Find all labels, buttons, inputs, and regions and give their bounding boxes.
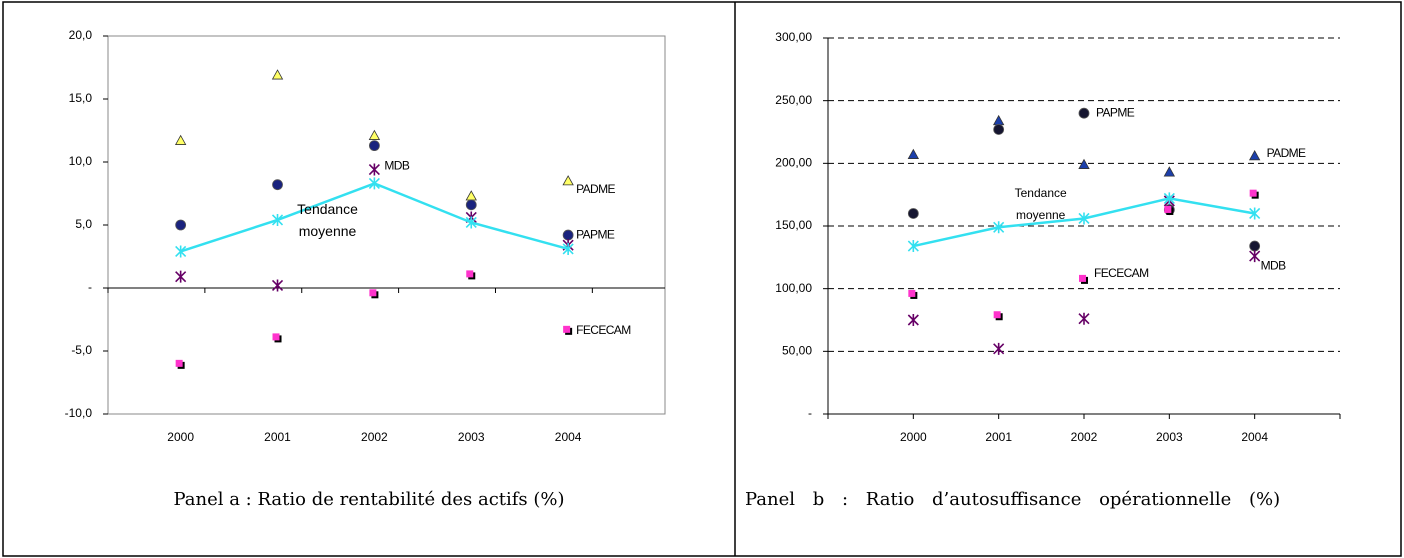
series-label: Tendance moyenne xyxy=(1014,186,1067,223)
marker-circle xyxy=(465,199,477,211)
marker-circle xyxy=(175,219,187,231)
y-tick-label: 20,0 xyxy=(69,28,93,42)
x-tick-label: 2002 xyxy=(1071,430,1098,444)
series-label: FECECAM xyxy=(576,323,631,337)
marker-star xyxy=(368,177,380,190)
series-label: MDB xyxy=(1261,258,1286,272)
marker-circle xyxy=(562,229,574,241)
y-tick-label: 100,00 xyxy=(775,281,812,295)
series-label: Tendance moyenne xyxy=(1014,186,1067,223)
marker-star xyxy=(1163,192,1175,205)
marker-star xyxy=(907,240,919,253)
marker-circle xyxy=(907,208,919,219)
series-label: PAPME xyxy=(576,227,615,241)
series-label: Tendance moyenne xyxy=(297,200,358,239)
marker-square xyxy=(1079,274,1086,282)
marker-square xyxy=(1164,205,1172,213)
marker-square xyxy=(466,270,474,278)
series-label: PADME xyxy=(1267,146,1306,160)
marker-star xyxy=(1249,250,1261,263)
marker-square xyxy=(908,289,916,297)
marker-triangle xyxy=(1248,149,1261,161)
y-tick-label: 5,0 xyxy=(75,217,92,231)
x-tick-label: 2000 xyxy=(167,430,194,444)
series-label: Tendance moyenne xyxy=(297,200,358,239)
marker-star xyxy=(368,163,380,176)
y-tick-label: - xyxy=(808,406,812,420)
y-tick-label: -10,0 xyxy=(65,406,93,420)
series-label: FECECAM xyxy=(1094,266,1149,280)
series-label: PADME xyxy=(576,182,615,196)
marker-circle xyxy=(272,179,283,191)
marker-square xyxy=(1249,189,1257,197)
marker-circle xyxy=(368,140,380,152)
marker-circle xyxy=(1249,240,1261,252)
marker-triangle xyxy=(992,114,1005,126)
marker-square xyxy=(563,325,571,333)
marker-square xyxy=(272,333,280,341)
caption: Panel a : Ratio de rentabilité des actif… xyxy=(173,489,565,510)
plot-frame xyxy=(107,35,666,415)
marker-triangle xyxy=(174,134,187,145)
marker-square xyxy=(369,289,377,297)
marker-circle xyxy=(1078,107,1090,119)
y-tick-label: -5,0 xyxy=(71,343,92,357)
marker-star xyxy=(175,270,187,283)
y-tick-label: 300,00 xyxy=(775,30,812,44)
caption: Panel b : Ratio d’autosuffisance opérati… xyxy=(745,489,1281,510)
x-tick-label: 2003 xyxy=(458,430,485,444)
marker-triangle xyxy=(562,175,574,186)
x-tick-label: 2003 xyxy=(1156,430,1183,444)
x-tick-label: 2001 xyxy=(264,430,291,444)
y-tick-label: 200,00 xyxy=(775,156,812,170)
marker-star xyxy=(907,314,919,326)
x-tick-label: 2001 xyxy=(985,430,1012,444)
series-label: MDB xyxy=(384,159,409,173)
marker-triangle xyxy=(271,69,284,80)
x-tick-label: 2004 xyxy=(555,430,582,444)
marker-square xyxy=(993,311,1001,319)
marker-star xyxy=(175,245,187,258)
y-tick-label: 10,0 xyxy=(69,154,93,168)
marker-star xyxy=(271,279,284,292)
marker-star xyxy=(1249,207,1261,220)
marker-star xyxy=(993,221,1005,234)
x-tick-label: 2002 xyxy=(361,430,388,444)
y-tick-label: 50,00 xyxy=(782,344,812,358)
marker-star xyxy=(271,213,284,226)
marker-star xyxy=(1078,312,1090,325)
chart-panel: - 50,00 100,00 150,00 200,00 250,00 300,00 2000… xyxy=(775,30,1341,444)
y-tick-label: 250,00 xyxy=(775,93,812,107)
marker-triangle xyxy=(907,148,920,159)
y-tick-label: 150,00 xyxy=(775,218,812,232)
marker-star xyxy=(465,216,477,229)
y-tick-label: - xyxy=(88,280,92,294)
marker-circle xyxy=(993,124,1005,135)
marker-triangle xyxy=(368,129,381,140)
marker-star xyxy=(562,242,574,255)
series-label: PAPME xyxy=(1096,105,1135,119)
x-tick-label: 2000 xyxy=(900,430,927,444)
marker-star xyxy=(993,342,1005,355)
marker-square xyxy=(175,359,183,367)
marker-triangle xyxy=(1163,166,1176,177)
y-tick-label: 15,0 xyxy=(69,91,93,105)
x-tick-label: 2004 xyxy=(1241,430,1268,444)
marker-star xyxy=(1078,212,1090,225)
marker-triangle xyxy=(465,190,477,201)
marker-triangle xyxy=(1078,158,1090,169)
